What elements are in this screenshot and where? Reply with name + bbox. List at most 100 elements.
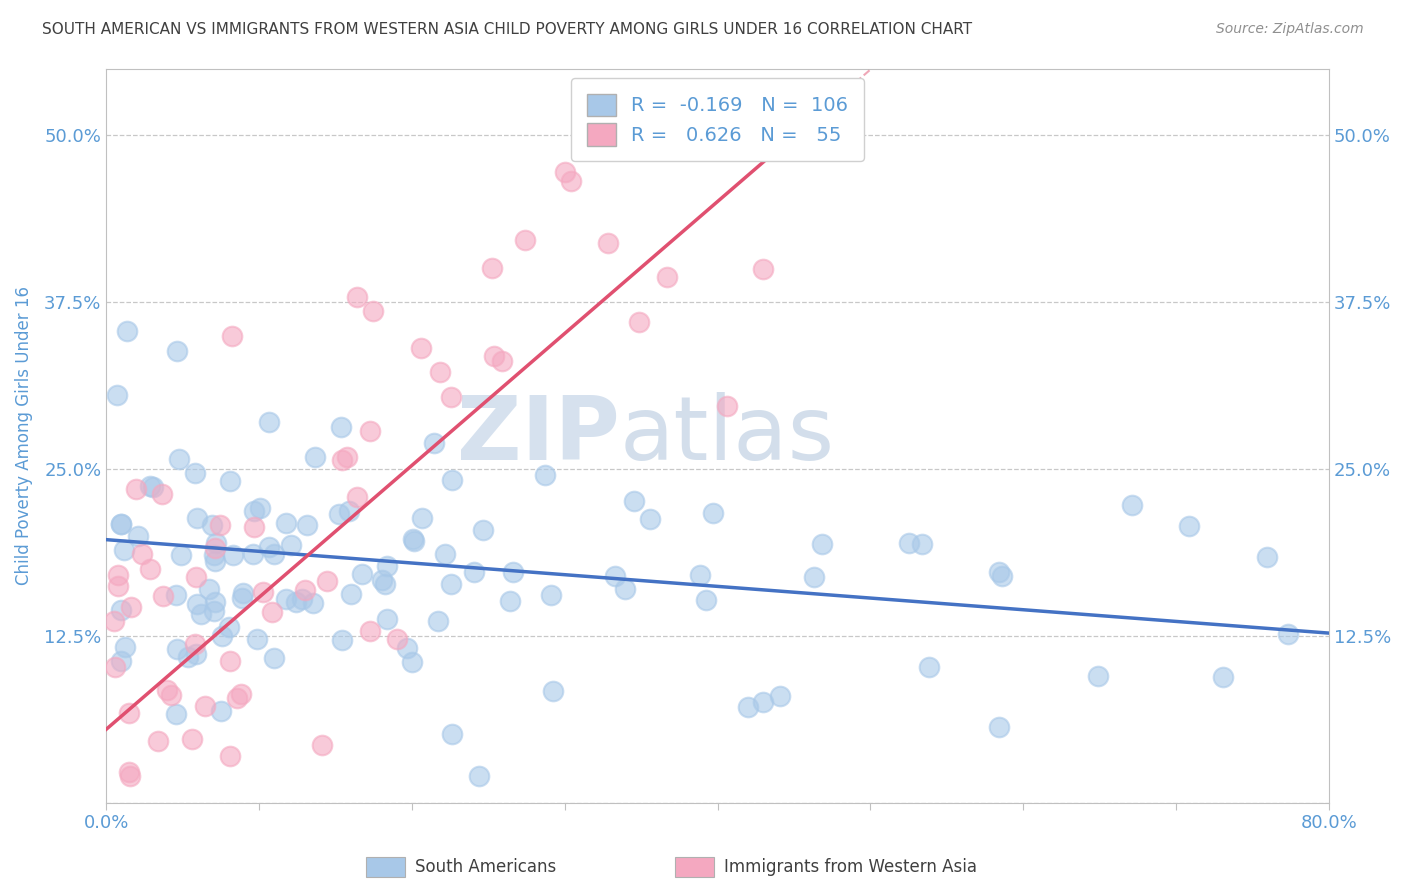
Point: [472, 523, 495, 537]
Point: [1212, 670, 1234, 684]
Point: [105, 388, 128, 402]
Point: [198, 582, 221, 596]
Point: [910, 537, 932, 551]
Point: [375, 559, 398, 574]
Point: [533, 468, 555, 483]
Point: [290, 592, 312, 607]
Point: [138, 479, 160, 493]
Point: [295, 518, 318, 533]
Point: [146, 734, 169, 748]
Point: [201, 518, 224, 533]
Point: [423, 436, 446, 450]
Point: [395, 640, 418, 655]
Point: [898, 536, 921, 550]
Point: [294, 583, 316, 598]
Point: [361, 303, 384, 318]
Point: [114, 543, 136, 558]
Point: [374, 576, 396, 591]
Point: [218, 474, 240, 488]
Point: [276, 516, 298, 530]
Point: [346, 490, 368, 504]
Y-axis label: Child Poverty Among Girls Under 16: Child Poverty Among Girls Under 16: [15, 286, 32, 585]
Point: [257, 540, 280, 554]
Point: [184, 466, 207, 480]
Point: [218, 749, 240, 764]
Point: [131, 547, 153, 561]
Point: [440, 576, 463, 591]
Text: SOUTH AMERICAN VS IMMIGRANTS FROM WESTERN ASIA CHILD POVERTY AMONG GIRLS UNDER 1: SOUTH AMERICAN VS IMMIGRANTS FROM WESTER…: [42, 22, 973, 37]
Point: [103, 614, 125, 628]
Point: [280, 538, 302, 552]
Point: [752, 262, 775, 277]
Point: [186, 597, 208, 611]
Point: [339, 587, 361, 601]
Point: [156, 683, 179, 698]
Point: [598, 236, 620, 251]
Point: [107, 568, 129, 582]
Point: [166, 344, 188, 359]
Point: [613, 582, 636, 596]
Point: [127, 529, 149, 543]
Text: ZIP: ZIP: [457, 392, 620, 479]
Point: [751, 695, 773, 709]
Point: [441, 473, 464, 487]
Point: [541, 684, 564, 698]
Point: [346, 290, 368, 304]
Point: [177, 650, 200, 665]
Point: [371, 573, 394, 587]
Point: [603, 568, 626, 582]
Point: [560, 174, 582, 188]
Point: [252, 584, 274, 599]
Point: [276, 591, 298, 606]
Point: [107, 579, 129, 593]
Point: [152, 589, 174, 603]
Point: [359, 424, 381, 438]
Point: [263, 651, 285, 665]
Point: [411, 511, 433, 525]
Point: [114, 640, 136, 654]
Point: [467, 769, 489, 783]
Point: [204, 535, 226, 549]
Point: [229, 687, 252, 701]
Point: [638, 512, 661, 526]
Point: [118, 765, 141, 780]
Point: [502, 565, 524, 579]
Point: [118, 769, 141, 783]
Point: [689, 567, 711, 582]
Point: [540, 588, 562, 602]
Point: [554, 165, 576, 179]
Point: [120, 599, 142, 614]
Point: [991, 569, 1014, 583]
Point: [104, 660, 127, 674]
Point: [337, 504, 360, 518]
Point: [110, 516, 132, 531]
Point: [194, 698, 217, 713]
Point: [737, 699, 759, 714]
Point: [284, 595, 307, 609]
Text: Immigrants from Western Asia: Immigrants from Western Asia: [724, 858, 977, 876]
Point: [359, 624, 381, 639]
Point: [304, 450, 326, 464]
Point: [165, 706, 187, 721]
Point: [350, 566, 373, 581]
Point: [811, 537, 834, 551]
Point: [499, 594, 522, 608]
Point: [316, 574, 339, 588]
Point: [184, 570, 207, 584]
Point: [1178, 519, 1201, 533]
Point: [1277, 627, 1299, 641]
Point: [263, 547, 285, 561]
Point: [110, 654, 132, 668]
Point: [440, 727, 463, 741]
Point: [257, 415, 280, 429]
Point: [211, 629, 233, 643]
Point: [515, 233, 537, 247]
Text: South Americans: South Americans: [415, 858, 555, 876]
Point: [183, 637, 205, 651]
Point: [249, 501, 271, 516]
Point: [426, 614, 449, 628]
Point: [328, 507, 350, 521]
Point: [262, 605, 284, 619]
Point: [243, 504, 266, 518]
Point: [204, 541, 226, 556]
